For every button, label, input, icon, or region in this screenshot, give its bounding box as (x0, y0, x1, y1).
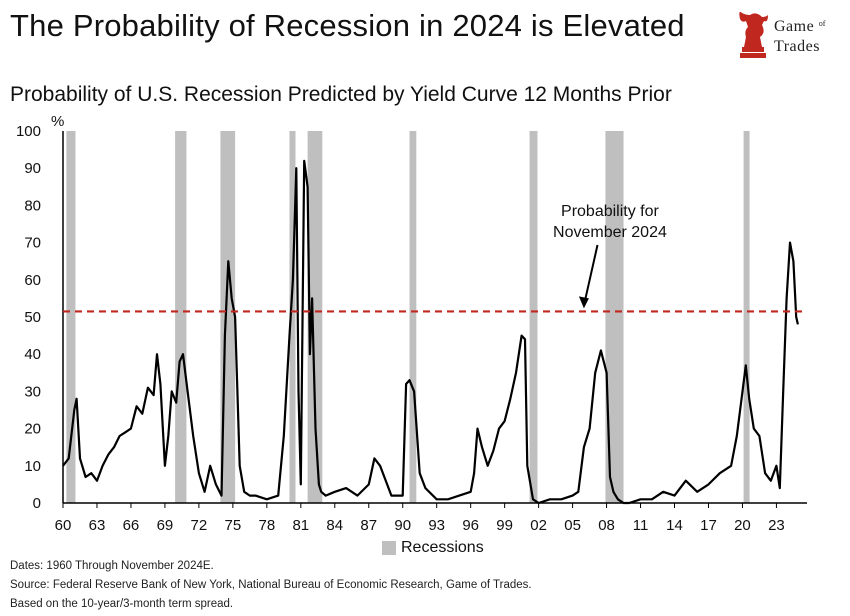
x-tick-label: 96 (462, 517, 479, 534)
annotation-arrow-shaft (582, 244, 599, 306)
y-tick-label: 10 (24, 458, 41, 475)
recession-band-5 (409, 131, 417, 503)
y-axis-label: % (51, 113, 64, 130)
x-tick-label: 60 (55, 517, 72, 534)
y-tick-label: 0 (33, 495, 41, 512)
x-tick-label: 02 (530, 517, 547, 534)
y-tick-label: 50 (24, 309, 41, 326)
brand-logo: Game of Trades (736, 5, 846, 63)
x-tick-label: 11 (633, 517, 649, 534)
footnote-method: Based on the 10-year/3-month term spread… (10, 598, 234, 610)
y-tick-label: 20 (24, 421, 41, 438)
footnote-dates: Dates: 1960 Through November 2024E. (10, 560, 214, 572)
recession-band-3 (289, 131, 296, 503)
y-tick-label: 60 (24, 272, 41, 289)
y-tick-label: 40 (24, 346, 41, 363)
recession-band-4 (307, 131, 323, 503)
annotation-line-1: Probability for (561, 203, 659, 220)
x-tick-label: 05 (564, 517, 581, 534)
x-tick-label: 63 (89, 517, 106, 534)
x-tick-label: 08 (598, 517, 615, 534)
footnote-source: Source: Federal Reserve Bank of New York… (10, 579, 532, 591)
recession-band-7 (605, 131, 624, 503)
x-tick-label: 84 (326, 517, 343, 534)
logo-word-of: of (818, 19, 826, 28)
x-tick-label: 81 (292, 517, 309, 534)
x-tick-label: 69 (157, 517, 174, 534)
recession-band-0 (66, 131, 76, 503)
x-tick-label: 99 (496, 517, 513, 534)
x-tick-label: 66 (123, 517, 140, 534)
x-tick-label: 78 (258, 517, 275, 534)
bull-knight-icon (739, 11, 768, 58)
series-line-0 (62, 159, 799, 505)
x-tick-label: 20 (734, 517, 751, 534)
legend: Recessions (382, 539, 484, 557)
x-tick-label: 72 (191, 517, 208, 534)
recession-band-6 (529, 131, 538, 503)
recession-band-1 (175, 131, 187, 503)
logo-word-trades: Trades (774, 38, 820, 55)
y-tick-label: 80 (24, 197, 41, 214)
y-tick-label: 30 (24, 383, 41, 400)
x-tick-label: 90 (394, 517, 411, 534)
x-tick-label: 23 (768, 517, 785, 534)
x-tick-label: 75 (225, 517, 242, 534)
legend-label-recessions: Recessions (401, 539, 484, 556)
x-tick-label: 93 (428, 517, 445, 534)
recession-band-8 (743, 131, 750, 503)
y-tick-label: 100 (16, 123, 41, 140)
chart-subtitle: Probability of U.S. Recession Predicted … (10, 83, 672, 106)
x-tick-label: 87 (360, 517, 377, 534)
x-tick-label: 14 (666, 517, 683, 534)
y-tick-label: 70 (24, 235, 41, 252)
legend-swatch-recessions (382, 541, 396, 555)
y-tick-label: 90 (24, 160, 41, 177)
logo-word-game: Game (774, 18, 815, 35)
footnotes: Dates: 1960 Through November 2024E. Sour… (10, 557, 532, 614)
chart-title-heading: The Probability of Recession in 2024 is … (10, 8, 685, 43)
annotation-line-2: November 2024 (553, 224, 667, 241)
x-tick-label: 17 (700, 517, 717, 534)
annotation-arrow-head (578, 296, 589, 309)
